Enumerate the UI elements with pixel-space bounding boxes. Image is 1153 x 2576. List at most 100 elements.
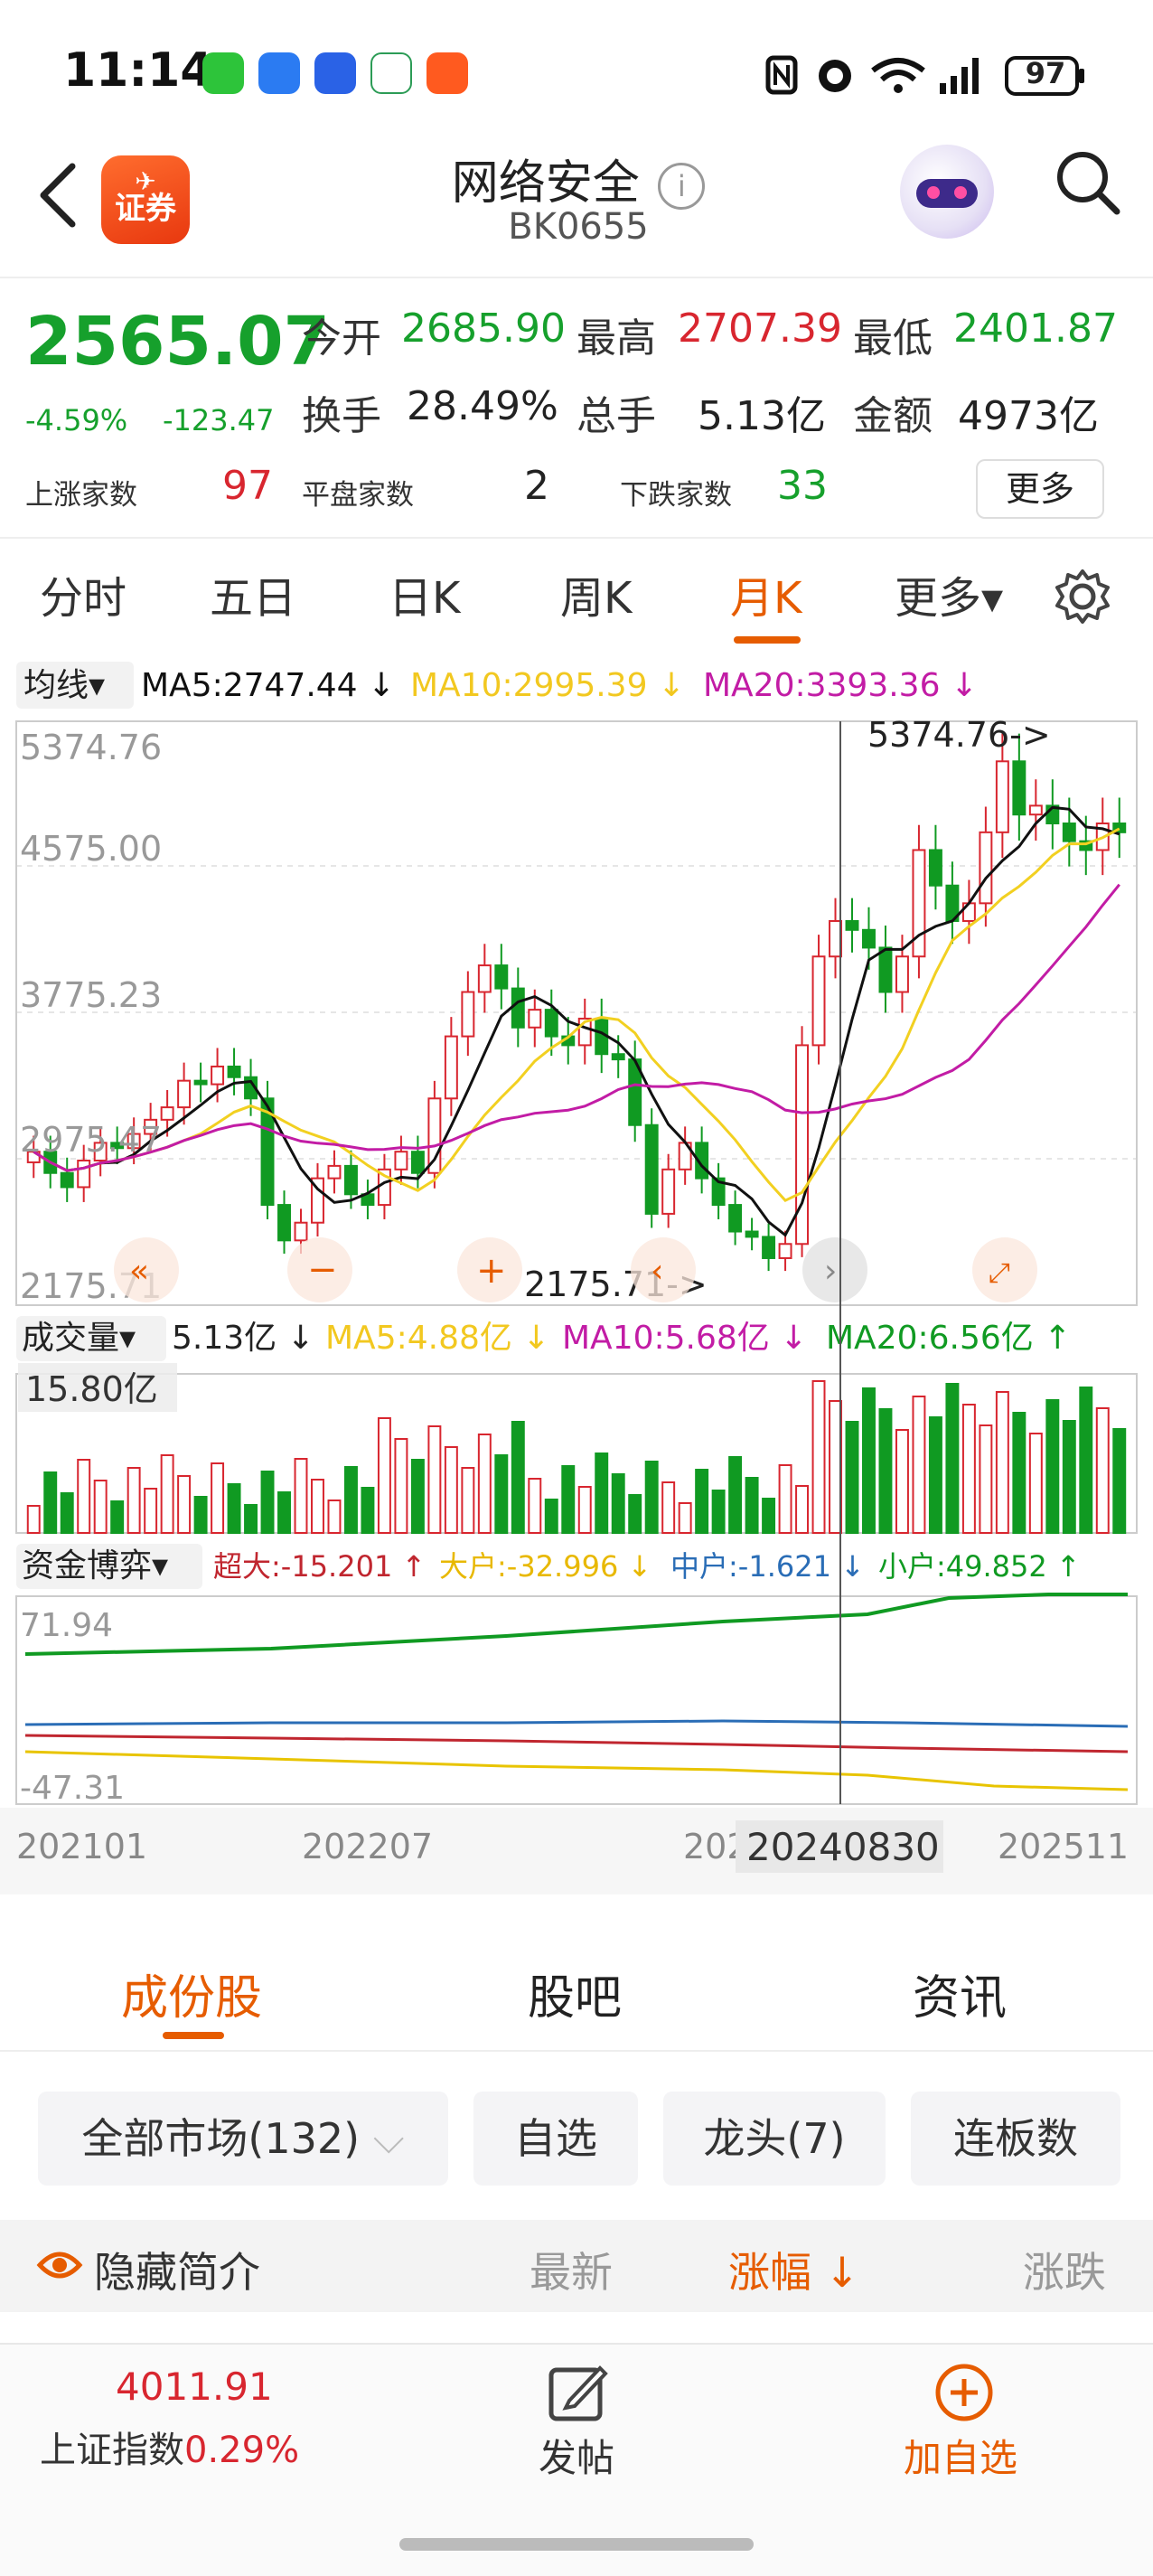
index-name[interactable]: 上证指数0.29% bbox=[40, 2430, 300, 2471]
tab-intraday[interactable]: 分时 bbox=[40, 573, 127, 624]
candle-body bbox=[611, 1053, 625, 1061]
volume-bar bbox=[93, 1480, 108, 1534]
volume-bar bbox=[845, 1421, 859, 1534]
volume-bar bbox=[110, 1500, 125, 1534]
post-button[interactable]: 发帖 bbox=[539, 2436, 615, 2480]
high-value: 2707.39 bbox=[678, 306, 842, 352]
fund-super-line bbox=[24, 1734, 1129, 1753]
volume-bar bbox=[628, 1494, 642, 1534]
low-label: 最低 bbox=[853, 315, 933, 362]
settings-gear-icon[interactable] bbox=[1054, 568, 1111, 625]
svg-text:‹: ‹ bbox=[651, 1253, 663, 1290]
volume-selector-label: 成交量▾ bbox=[22, 1320, 136, 1357]
volume-bar bbox=[928, 1416, 942, 1534]
tab-more[interactable]: 更多▾ bbox=[895, 573, 1004, 624]
volume-bar bbox=[477, 1434, 492, 1534]
volume-bar bbox=[160, 1454, 174, 1534]
volume-selector[interactable] bbox=[16, 1316, 166, 1361]
tab-news[interactable]: 资讯 bbox=[913, 1971, 1008, 2026]
tab-weekly-k[interactable]: 周K bbox=[560, 573, 633, 624]
flat-count-label: 平盘家数 bbox=[302, 479, 414, 512]
open-value: 2685.90 bbox=[401, 306, 566, 352]
candle-body bbox=[394, 1151, 408, 1170]
chevron-down-icon: ⌵ bbox=[372, 2114, 405, 2163]
turnover-label: 换手 bbox=[302, 393, 381, 439]
candle-body bbox=[110, 1142, 125, 1150]
eye-icon[interactable] bbox=[36, 2245, 83, 2285]
col-diff[interactable]: 涨跌 bbox=[1023, 2248, 1106, 2297]
candle-body bbox=[211, 1065, 225, 1086]
amount-value: 4973亿 bbox=[958, 393, 1099, 439]
candle-body bbox=[227, 1065, 241, 1078]
more-button[interactable]: 更多 bbox=[976, 459, 1104, 519]
volume-bar bbox=[895, 1429, 909, 1534]
volume-bar bbox=[1079, 1387, 1093, 1534]
candle-body bbox=[528, 1009, 542, 1029]
candle-body bbox=[1079, 840, 1093, 851]
filter-consecutive-limit[interactable]: 连板数 bbox=[911, 2092, 1120, 2186]
candle-body bbox=[160, 1106, 174, 1121]
index-value[interactable]: 4011.91 bbox=[116, 2364, 273, 2409]
flat-count: 2 bbox=[524, 463, 549, 509]
volume-bar bbox=[377, 1417, 391, 1534]
fund-mid-line bbox=[24, 1719, 1129, 1728]
volume-bar bbox=[410, 1459, 425, 1534]
y-label-3: 3775.23 bbox=[20, 975, 162, 1015]
tab-monthly-k[interactable]: 月K bbox=[730, 573, 802, 624]
tab-daily-k[interactable]: 日K bbox=[389, 573, 461, 624]
logo-mark-icon: ✈ bbox=[135, 166, 156, 196]
volume-bar bbox=[811, 1380, 826, 1534]
volume-bar bbox=[945, 1383, 960, 1534]
candle-body bbox=[60, 1171, 74, 1189]
fullscreen-icon bbox=[972, 1237, 1037, 1302]
alarm-icon bbox=[819, 60, 851, 92]
fund-min-label: -47.31 bbox=[20, 1770, 125, 1807]
robot-assistant-icon[interactable] bbox=[900, 145, 994, 239]
candle-body bbox=[461, 991, 475, 1038]
index-change: 0.29% bbox=[184, 2430, 300, 2471]
filter-watchlist[interactable]: 自选 bbox=[473, 2092, 638, 2186]
candle-body bbox=[795, 1044, 810, 1246]
tab-five-day[interactable]: 五日 bbox=[210, 573, 297, 624]
chart-nav-buttons[interactable]: « − + ‹ › ⤢ bbox=[114, 1237, 1037, 1302]
volume-label: 总手 bbox=[576, 393, 656, 439]
market-filter-dropdown[interactable]: 全部市场(132) ⌵ bbox=[38, 2092, 448, 2186]
kline-chart[interactable]: 均线▾ MA5:2747.44 ↓ MA10:2995.39 ↓ MA20:33… bbox=[0, 651, 1153, 1907]
post-edit-icon[interactable] bbox=[546, 2361, 609, 2424]
candle-body bbox=[477, 964, 492, 993]
fund-max-label: 71.94 bbox=[20, 1607, 113, 1644]
fund-panel bbox=[15, 1595, 1138, 1805]
tab-constituents[interactable]: 成份股 bbox=[121, 1971, 263, 2026]
candle-body bbox=[811, 955, 826, 1047]
volume-bar bbox=[294, 1458, 308, 1534]
fund-large-line bbox=[24, 1750, 1129, 1791]
price-panel bbox=[15, 720, 1138, 1306]
divider bbox=[0, 537, 1153, 539]
volume-bar bbox=[227, 1483, 241, 1534]
hide-intro-toggle[interactable]: 隐藏简介 bbox=[94, 2248, 260, 2297]
wifi-icon bbox=[871, 58, 925, 93]
filter-leaders[interactable]: 龙头(7) bbox=[663, 2092, 886, 2186]
battery-icon bbox=[1005, 56, 1084, 96]
ma10-legend: MA10:2995.39 ↓ bbox=[410, 667, 685, 704]
candle-body bbox=[1012, 760, 1026, 816]
col-latest[interactable]: 最新 bbox=[530, 2248, 613, 2297]
search-icon[interactable] bbox=[1054, 148, 1122, 217]
fund-selector[interactable] bbox=[16, 1544, 202, 1589]
back-button[interactable] bbox=[36, 161, 80, 230]
volume-bar bbox=[494, 1454, 509, 1534]
col-change-sorted[interactable]: 涨幅 ↓ bbox=[728, 2248, 860, 2297]
tab-forum[interactable]: 股吧 bbox=[528, 1971, 623, 2026]
scroll-left-icon bbox=[114, 1237, 179, 1302]
add-watchlist-icon[interactable] bbox=[933, 2361, 996, 2424]
candle-body bbox=[494, 964, 509, 990]
volume-panel bbox=[15, 1373, 1138, 1534]
volume-bar bbox=[311, 1479, 324, 1534]
volume-bar bbox=[762, 1498, 776, 1534]
down-count-label: 下跌家数 bbox=[620, 479, 732, 512]
info-icon[interactable]: i bbox=[658, 163, 706, 210]
status-time: 11:14 bbox=[63, 43, 213, 98]
wechat-icon bbox=[202, 52, 244, 94]
ma-selector[interactable] bbox=[16, 662, 134, 709]
add-watchlist-button[interactable]: 加自选 bbox=[904, 2436, 1018, 2480]
